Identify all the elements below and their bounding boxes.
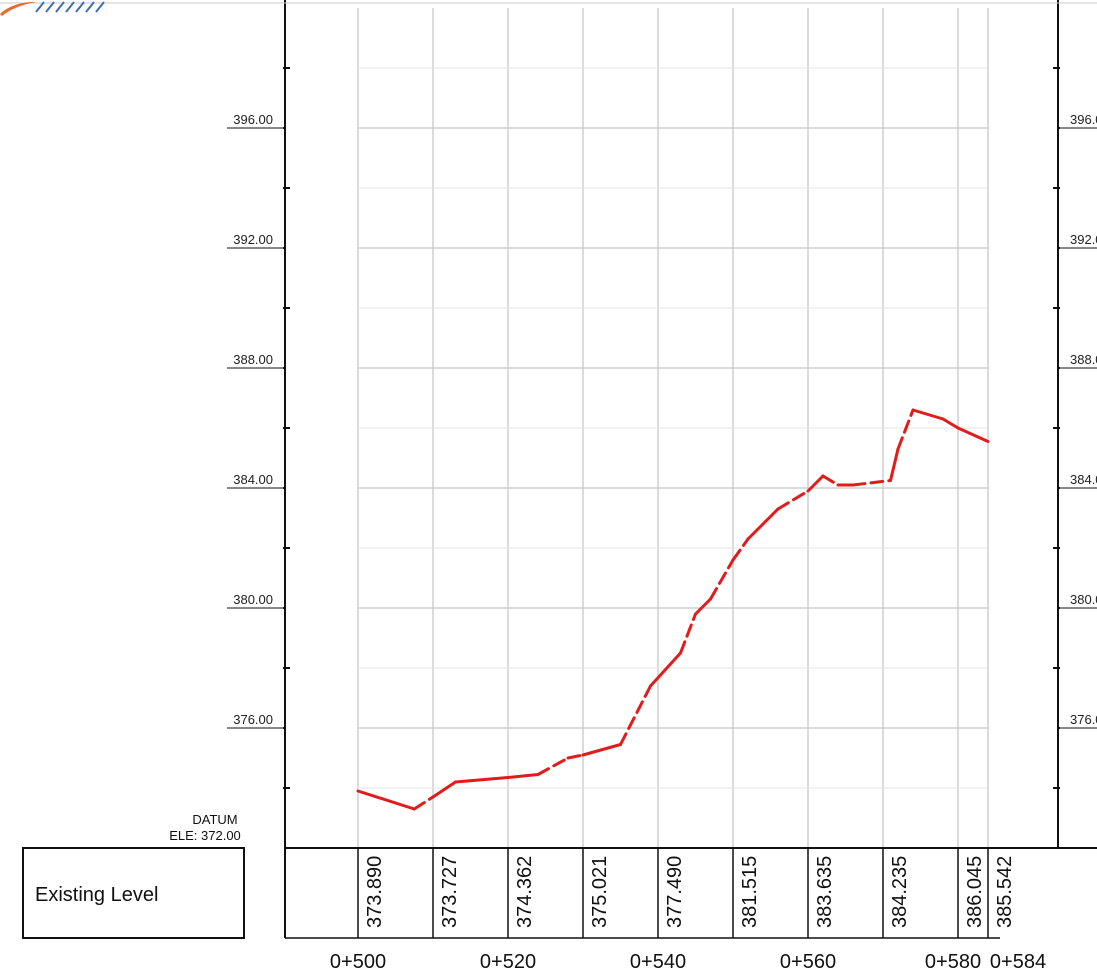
- existing-level-segment: [806, 474, 825, 493]
- right-axis-label: 392.0: [1070, 232, 1097, 247]
- level-table: 373.890 373.727 374.362 375.021 377.490 381.5…: [330, 848, 1046, 973]
- existing-level-segment: [649, 651, 682, 688]
- left-axis-label: 384.00: [233, 472, 273, 487]
- existing-level-segment: [431, 780, 457, 799]
- right-axis-label: 376.0: [1070, 712, 1097, 727]
- level-value: 373.890: [364, 856, 386, 928]
- existing-level-segment: [619, 684, 652, 746]
- logo-fragment: [0, 1, 105, 16]
- left-axis-label: 396.00: [233, 112, 273, 127]
- existing-level-segment: [821, 474, 840, 487]
- existing-level-segment: [911, 408, 945, 421]
- existing-level-segment: [679, 612, 697, 655]
- existing-level-segment: [356, 789, 416, 811]
- existing-level-segment: [694, 597, 712, 616]
- level-value: 374.362: [514, 856, 536, 928]
- right-axis-label: 396.0: [1070, 112, 1097, 127]
- left-axis-label: 380.00: [233, 592, 273, 607]
- level-value: 377.490: [664, 856, 686, 928]
- level-value: 375.021: [589, 856, 611, 928]
- level-value: 373.727: [439, 856, 461, 928]
- existing-level-segment: [941, 417, 960, 430]
- station-label: 0+560: [780, 951, 836, 973]
- station-label: 0+580: [925, 951, 981, 973]
- existing-level-segment: [506, 773, 540, 779]
- level-value: 386.045: [964, 856, 986, 928]
- axis-labels: 396.00 392.00 388.00 384.00 380.00 376.00 396.…: [227, 112, 1097, 729]
- existing-level-segment: [412, 795, 435, 811]
- station-label: 0+520: [480, 951, 536, 973]
- existing-level-segment: [896, 408, 915, 451]
- existing-level-segment: [731, 537, 750, 562]
- row-label: Existing Level: [35, 884, 158, 906]
- existing-level-segment: [581, 743, 622, 757]
- existing-level-segment: [709, 558, 735, 601]
- existing-level-segment: [454, 776, 510, 784]
- right-axis-label: 388.0: [1070, 352, 1097, 367]
- grid: [357, 8, 989, 848]
- level-value: 384.235: [889, 856, 911, 928]
- right-axis-label: 384.0: [1070, 472, 1097, 487]
- axes: [0, 0, 1097, 939]
- left-axis-label: 388.00: [233, 352, 273, 367]
- station-label: 0+500: [330, 951, 386, 973]
- datum-label: DATUM: [192, 812, 237, 827]
- datum-elevation: ELE: 372.00: [169, 828, 241, 843]
- existing-level-series: [356, 408, 990, 811]
- left-axis-label: 392.00: [233, 232, 273, 247]
- existing-level-segment: [851, 479, 892, 487]
- level-value: 385.542: [994, 856, 1016, 928]
- existing-level-segment: [956, 426, 990, 443]
- station-label: 0+540: [630, 951, 686, 973]
- existing-level-segment: [536, 756, 570, 776]
- right-axis-label: 380.0: [1070, 592, 1097, 607]
- existing-level-segment: [889, 447, 900, 482]
- left-axis-label: 376.00: [233, 712, 273, 727]
- level-value: 381.515: [739, 856, 761, 928]
- existing-level-segment: [776, 489, 810, 511]
- row-label-box: Existing Level: [22, 847, 245, 939]
- level-value: 383.635: [814, 856, 836, 928]
- existing-level-segment: [746, 507, 780, 541]
- existing-level-segment: [566, 753, 585, 760]
- station-label: 0+584: [990, 951, 1046, 973]
